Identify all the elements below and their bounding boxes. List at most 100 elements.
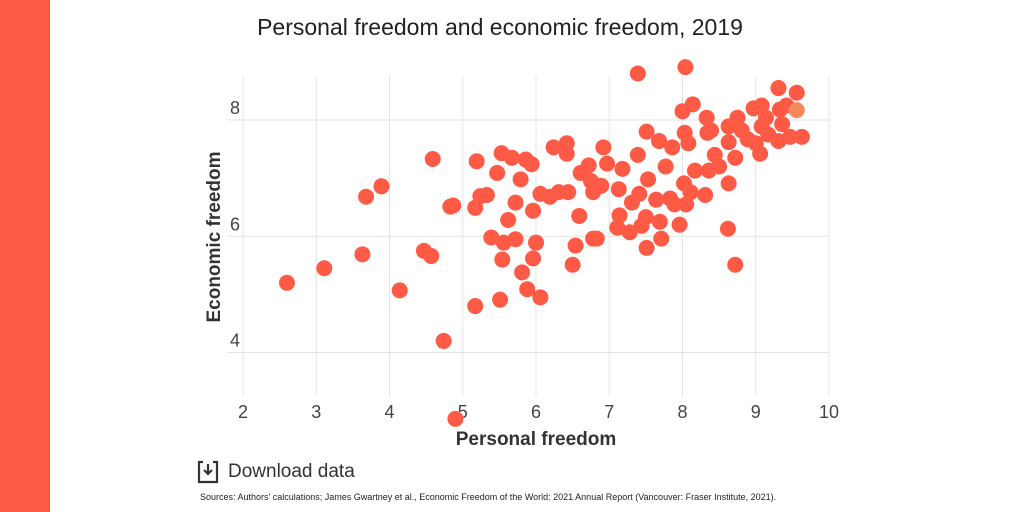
- data-point: [719, 220, 736, 237]
- data-point: [629, 65, 646, 82]
- data-point: [711, 158, 728, 175]
- data-point: [678, 196, 695, 213]
- data-point: [629, 146, 646, 163]
- data-point: [483, 229, 500, 246]
- data-point: [358, 188, 375, 205]
- data-point: [682, 184, 699, 201]
- download-icon: [197, 460, 219, 484]
- data-point: [727, 149, 744, 166]
- data-point: [664, 139, 681, 156]
- download-data-button[interactable]: Download data: [196, 460, 355, 484]
- data-point: [564, 256, 581, 273]
- data-point: [753, 97, 770, 114]
- data-point: [595, 139, 612, 156]
- data-point: [580, 157, 597, 174]
- data-point: [609, 219, 626, 236]
- data-point: [492, 291, 509, 308]
- data-point: [507, 194, 524, 211]
- data-point: [523, 156, 540, 173]
- data-point: [621, 224, 638, 241]
- data-point: [638, 123, 655, 140]
- data-point: [788, 84, 805, 101]
- data-point: [774, 116, 791, 133]
- x-tick-label: 3: [311, 402, 321, 422]
- data-point: [684, 96, 701, 113]
- data-point: [373, 178, 390, 195]
- data-point: [519, 281, 536, 298]
- download-data-label: Download data: [228, 461, 355, 482]
- y-tick-label: 8: [230, 98, 240, 118]
- data-point: [651, 132, 668, 149]
- data-point: [782, 128, 799, 145]
- data-point: [503, 149, 520, 166]
- data-point: [467, 298, 484, 315]
- data-point: [489, 164, 506, 181]
- chart-title: Personal freedom and economic freedom, 2…: [257, 14, 743, 40]
- data-point: [525, 202, 542, 219]
- data-point: [494, 251, 511, 268]
- data-point: [720, 175, 737, 192]
- data-point: [588, 230, 605, 247]
- x-tick-label: 6: [531, 402, 541, 422]
- data-point: [468, 153, 485, 170]
- y-tick-label: 6: [230, 214, 240, 234]
- data-point: [677, 59, 694, 76]
- data-point: [752, 145, 769, 162]
- data-point: [391, 282, 408, 299]
- data-point: [770, 80, 787, 97]
- x-tick-label: 8: [677, 402, 687, 422]
- data-point: [680, 135, 697, 152]
- data-point: [532, 289, 549, 306]
- data-point: [507, 231, 524, 248]
- data-point: [445, 197, 462, 214]
- data-point: [478, 187, 495, 204]
- x-tick-label: 5: [458, 402, 468, 422]
- data-point: [525, 250, 542, 267]
- data-point: [640, 171, 657, 188]
- data-point: [648, 191, 665, 208]
- data-point: [423, 248, 440, 265]
- data-point: [631, 185, 648, 202]
- highlighted-data-point: [788, 102, 805, 119]
- data-point: [666, 196, 683, 213]
- data-point: [793, 128, 810, 145]
- data-point: [447, 410, 464, 427]
- data-point: [637, 209, 654, 226]
- data-point: [528, 234, 544, 251]
- data-point: [512, 171, 529, 188]
- data-point: [657, 158, 674, 175]
- data-point: [698, 109, 715, 126]
- data-point: [560, 184, 577, 201]
- data-point: [500, 212, 517, 229]
- x-tick-label: 4: [384, 402, 394, 422]
- data-point: [545, 139, 562, 156]
- data-point: [593, 177, 610, 194]
- x-tick-label: 10: [819, 402, 839, 422]
- data-point: [614, 160, 631, 177]
- data-point: [611, 207, 628, 224]
- data-point: [571, 207, 588, 224]
- y-axis-label: Economic freedom: [204, 151, 225, 322]
- data-point: [720, 134, 737, 151]
- data-point: [278, 274, 295, 291]
- data-point: [638, 239, 655, 256]
- data-point: [727, 256, 744, 273]
- source-note: Sources: Authors’ calculations; James Gw…: [200, 492, 777, 502]
- data-point: [610, 181, 627, 198]
- data-point: [424, 150, 441, 167]
- data-point: [686, 162, 703, 179]
- data-point: [703, 122, 720, 139]
- data-point: [729, 109, 746, 126]
- data-point: [316, 260, 333, 277]
- data-point: [558, 145, 575, 162]
- x-tick-label: 9: [751, 402, 761, 422]
- data-point: [354, 246, 371, 263]
- x-tick-label: 7: [604, 402, 614, 422]
- sidebar-accent-bar: [0, 0, 50, 512]
- data-point: [758, 109, 775, 126]
- data-point: [653, 230, 670, 247]
- data-point: [567, 237, 584, 254]
- data-point: [435, 332, 452, 349]
- data-point: [599, 155, 616, 172]
